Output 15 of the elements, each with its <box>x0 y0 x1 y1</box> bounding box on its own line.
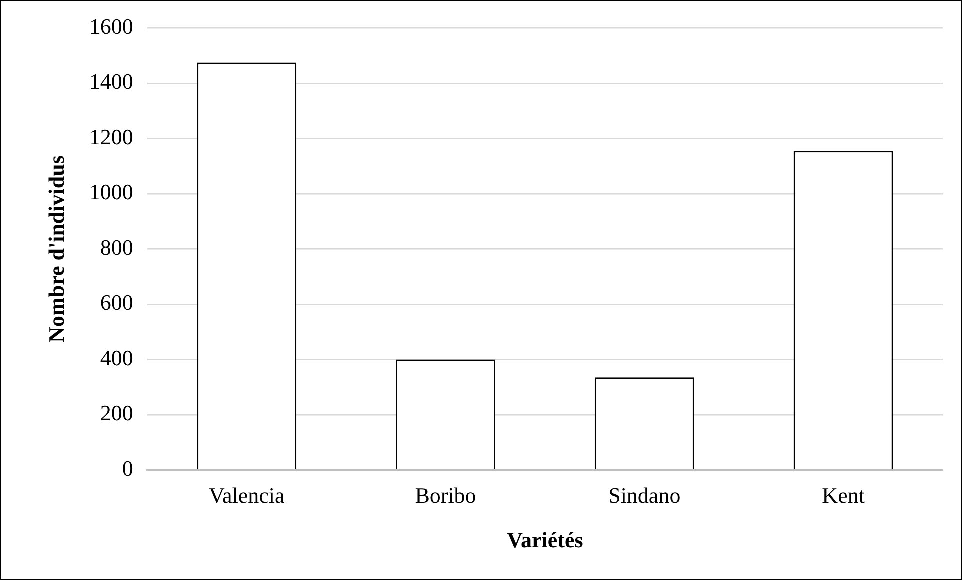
y-tick-label: 800 <box>100 234 134 260</box>
x-tick-label: Valencia <box>208 483 285 508</box>
x-tick-label: Boribo <box>415 483 476 508</box>
y-tick-label: 600 <box>100 290 134 316</box>
x-tick-label: Kent <box>822 483 865 508</box>
y-tick-label: 0 <box>122 456 134 481</box>
x-tick-label: Sindano <box>608 483 681 508</box>
y-tick-label: 1400 <box>89 69 134 94</box>
y-tick-label: 1200 <box>89 124 134 150</box>
y-tick-label: 200 <box>100 400 134 426</box>
x-axis-title: Variétés <box>507 527 584 552</box>
y-tick-label: 400 <box>100 345 134 370</box>
y-axis-title: Nombre d'individus <box>44 155 69 343</box>
y-tick-label: 1000 <box>89 180 134 205</box>
y-tick-label: 1600 <box>89 14 134 39</box>
